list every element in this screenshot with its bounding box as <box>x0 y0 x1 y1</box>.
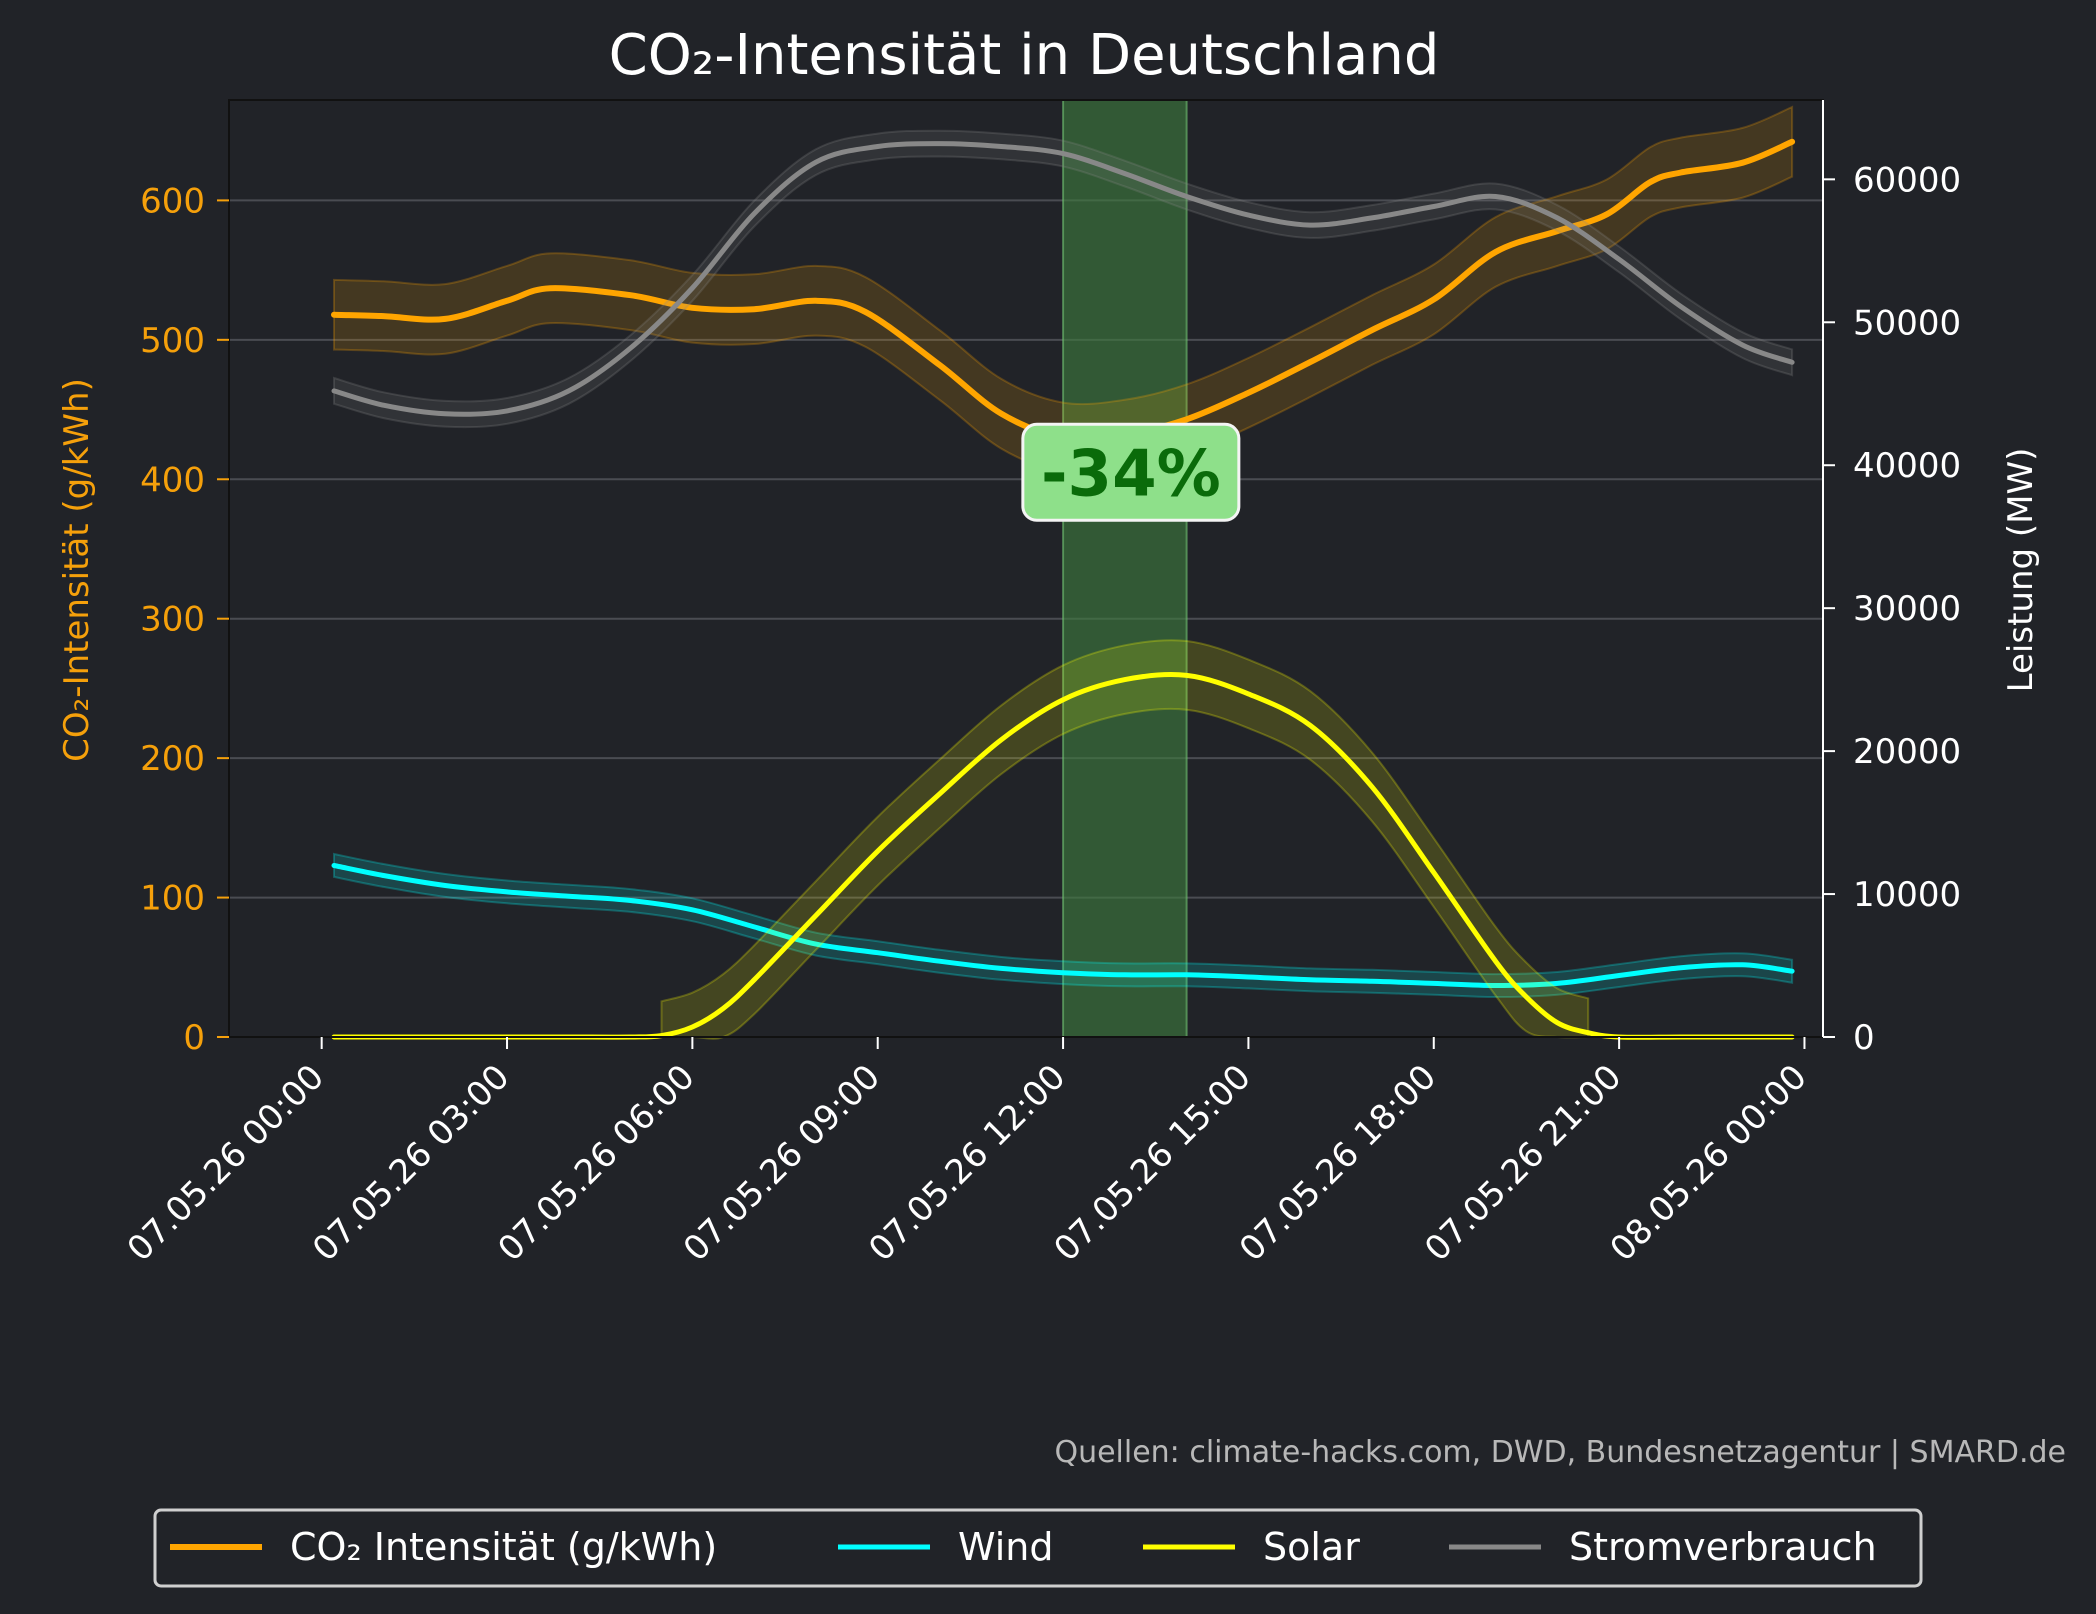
y-right-tick-label: 50000 <box>1853 303 1961 343</box>
x-tick-label: 07.05.26 18:00 <box>1232 1057 1444 1269</box>
y-left-tick-label: 200 <box>140 739 205 779</box>
legend-box <box>153 1508 1923 1588</box>
highlight-layer <box>1062 99 1188 1038</box>
series-band <box>333 852 1794 999</box>
highlight-badge: -34% <box>1021 422 1241 522</box>
x-tick-label: 07.05.26 15:00 <box>1047 1057 1259 1269</box>
series-3 <box>331 129 1795 429</box>
x-tick-label: 07.05.26 12:00 <box>861 1057 1073 1269</box>
y-right-tick-label: 40000 <box>1853 446 1961 486</box>
x-tick-label: 07.05.26 03:00 <box>305 1057 517 1269</box>
x-tick-label: 07.05.26 09:00 <box>676 1057 888 1269</box>
y-left-tick-label: 600 <box>140 181 205 221</box>
y-right-ticks: 0 10000 20000 30000 40000 50000 60000 <box>1823 160 1961 1058</box>
y-left-tick-label: 0 <box>183 1018 205 1058</box>
y-right-tick-label: 20000 <box>1853 732 1961 772</box>
x-tick-label: 07.05.26 00:00 <box>120 1057 332 1269</box>
x-tick-label: 07.05.26 21:00 <box>1417 1057 1629 1269</box>
axes <box>228 99 1824 1038</box>
series-band <box>333 129 1794 429</box>
legend-label: Wind <box>958 1525 1054 1569</box>
y-left-tick-label: 100 <box>140 879 205 919</box>
highlight-badge-box <box>1021 422 1241 522</box>
x-tick-label: 08.05.26 00:00 <box>1603 1057 1815 1269</box>
highlight-band <box>1062 99 1188 1038</box>
y-right-axis-label: Leistung (MW) <box>2001 448 2041 693</box>
series-1 <box>331 852 1795 999</box>
source-note: Quellen: climate-hacks.com, DWD, Bundesn… <box>1054 1435 2066 1470</box>
y-right-tick-label: 30000 <box>1853 589 1961 629</box>
y-right-tick-label: 0 <box>1853 1018 1875 1058</box>
y-left-tick-label: 400 <box>140 460 205 500</box>
y-left-axis-label: CO₂-Intensität (g/kWh) <box>57 378 97 762</box>
y-right-tick-label: 10000 <box>1853 875 1961 915</box>
series-line <box>331 863 1795 988</box>
y-left-tick-label: 500 <box>140 321 205 361</box>
legend-label: Stromverbrauch <box>1569 1525 1877 1569</box>
legend-label: Solar <box>1263 1525 1360 1569</box>
y-right-tick-label: 60000 <box>1853 160 1961 200</box>
series-line <box>331 141 1795 417</box>
series-band <box>333 105 1794 475</box>
chart-title: CO₂-Intensität in Deutschland <box>609 23 1440 88</box>
y-left-ticks: 0 100 200 300 400 500 600 <box>140 181 229 1058</box>
legend-label: CO₂ Intensität (g/kWh) <box>290 1525 717 1569</box>
y-left-tick-label: 300 <box>140 600 205 640</box>
highlight-label: -34% <box>1041 437 1221 511</box>
grid <box>229 199 1823 899</box>
legend: CO₂ Intensität (g/kWh) Wind Solar Stromverb… <box>153 1508 1923 1588</box>
x-tick-label: 07.05.26 06:00 <box>490 1057 702 1269</box>
